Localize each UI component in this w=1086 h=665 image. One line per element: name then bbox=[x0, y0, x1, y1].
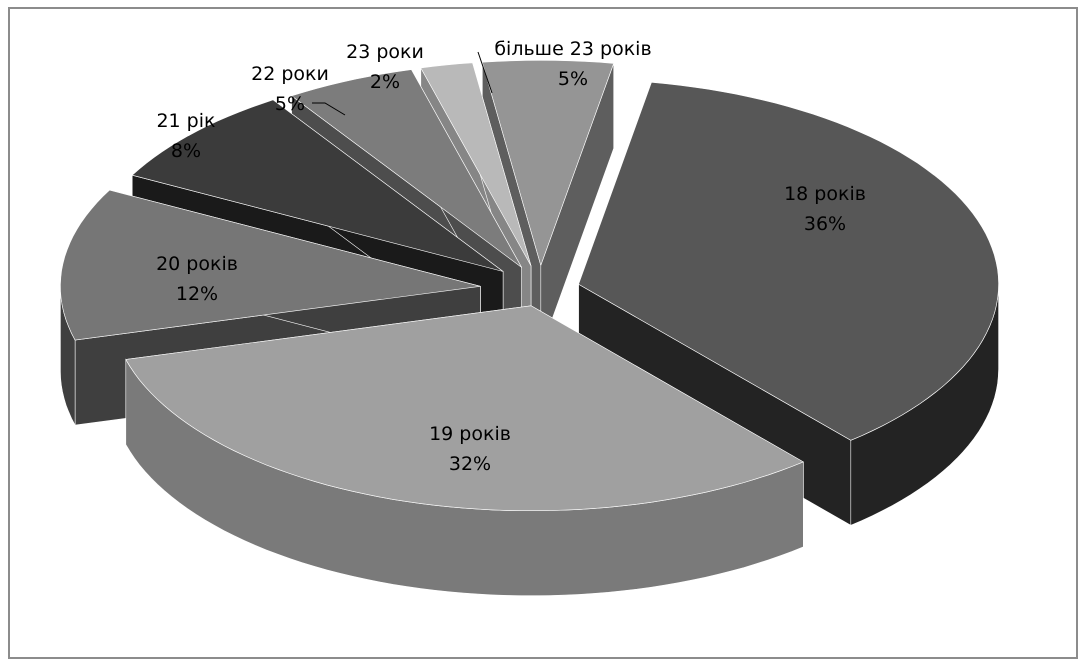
slice-percent-label: 36% bbox=[804, 213, 846, 235]
slice-top-face bbox=[290, 69, 522, 268]
slice-percent-label: 5% bbox=[558, 68, 588, 90]
slice-category-label: 19 років bbox=[429, 423, 511, 445]
slice-top-face bbox=[481, 59, 615, 267]
slice-top-face bbox=[420, 62, 532, 266]
slice-percent-label: 8% bbox=[171, 140, 201, 162]
slice-percent-label: 12% bbox=[176, 283, 218, 305]
slice-label-1: 18 років 36% bbox=[784, 183, 866, 235]
slice-top-face bbox=[125, 305, 804, 512]
slice-percent-label: 32% bbox=[449, 453, 491, 475]
slice-top-face bbox=[578, 81, 999, 441]
slice-label-4: 21 рік 8% bbox=[156, 110, 215, 162]
slice-label-5: 22 роки 5% bbox=[251, 63, 329, 115]
slice-label-3: 20 років 12% bbox=[156, 253, 238, 305]
slice-category-label: 18 років bbox=[784, 183, 866, 205]
pie-slice-2 bbox=[125, 305, 804, 597]
slice-category-label: 23 роки bbox=[346, 41, 424, 63]
pie-labels: 18 років 36% 19 років 32% 20 років 12% 21 рік 8… bbox=[156, 38, 866, 475]
slice-top-face bbox=[131, 99, 504, 272]
leader-line-5 bbox=[312, 102, 346, 116]
slice-category-label: 21 рік bbox=[156, 110, 215, 132]
leader-line-7 bbox=[477, 51, 493, 94]
slice-label-6: 23 роки 2% bbox=[346, 41, 424, 93]
slice-top-face bbox=[60, 189, 481, 341]
slice-percent-label: 2% bbox=[370, 71, 400, 93]
slice-category-label: 20 років bbox=[156, 253, 238, 275]
slice-category-label: 22 роки bbox=[251, 63, 329, 85]
leader-lines bbox=[312, 51, 493, 116]
slice-category-label: більше 23 років bbox=[494, 38, 651, 60]
slice-label-2: 19 років 32% bbox=[429, 423, 511, 475]
pie-slices bbox=[60, 59, 999, 597]
slice-percent-label: 5% bbox=[275, 93, 305, 115]
slice-label-7: більше 23 років 5% bbox=[494, 38, 651, 90]
